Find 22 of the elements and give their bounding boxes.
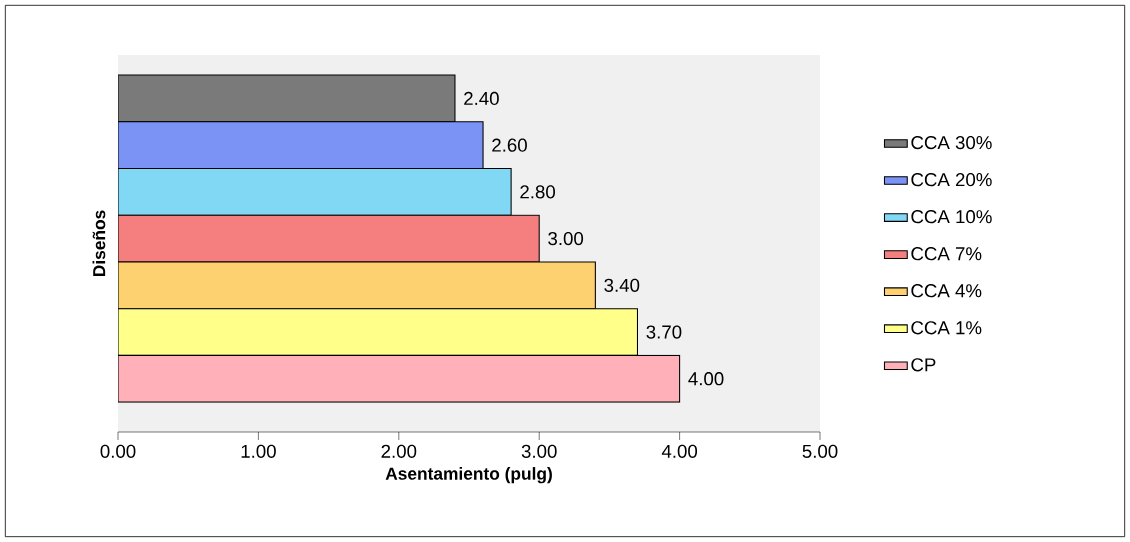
x-axis-title: Asentamiento (pulg) [385, 467, 552, 484]
x-tick-label: 1.00 [241, 444, 276, 458]
legend-label: CCA 1% [911, 321, 982, 335]
legend-label: CCA 30% [911, 135, 992, 150]
legend-label: CCA 10% [911, 210, 992, 224]
data-label: 2.80 [520, 185, 555, 199]
legend-label: CCA 7% [911, 247, 982, 261]
x-tick-label: 5.00 [802, 444, 838, 458]
data-label: 4.00 [688, 372, 724, 386]
data-label: 2.40 [464, 91, 499, 106]
x-tick-label: 4.00 [661, 444, 698, 458]
legend-label: CP [911, 358, 936, 372]
legend-label: CCA 20% [911, 173, 992, 187]
data-label: 2.60 [492, 138, 527, 152]
y-axis-title: Diseños [92, 210, 106, 277]
data-label: 3.70 [646, 325, 682, 339]
data-label: 3.00 [548, 231, 584, 246]
x-tick-label: 2.00 [381, 444, 417, 458]
x-tick-label: 3.00 [521, 444, 557, 458]
legend-label: CCA 4% [911, 284, 982, 298]
data-label: 3.40 [604, 278, 640, 292]
x-tick-label: 0.00 [100, 444, 136, 458]
